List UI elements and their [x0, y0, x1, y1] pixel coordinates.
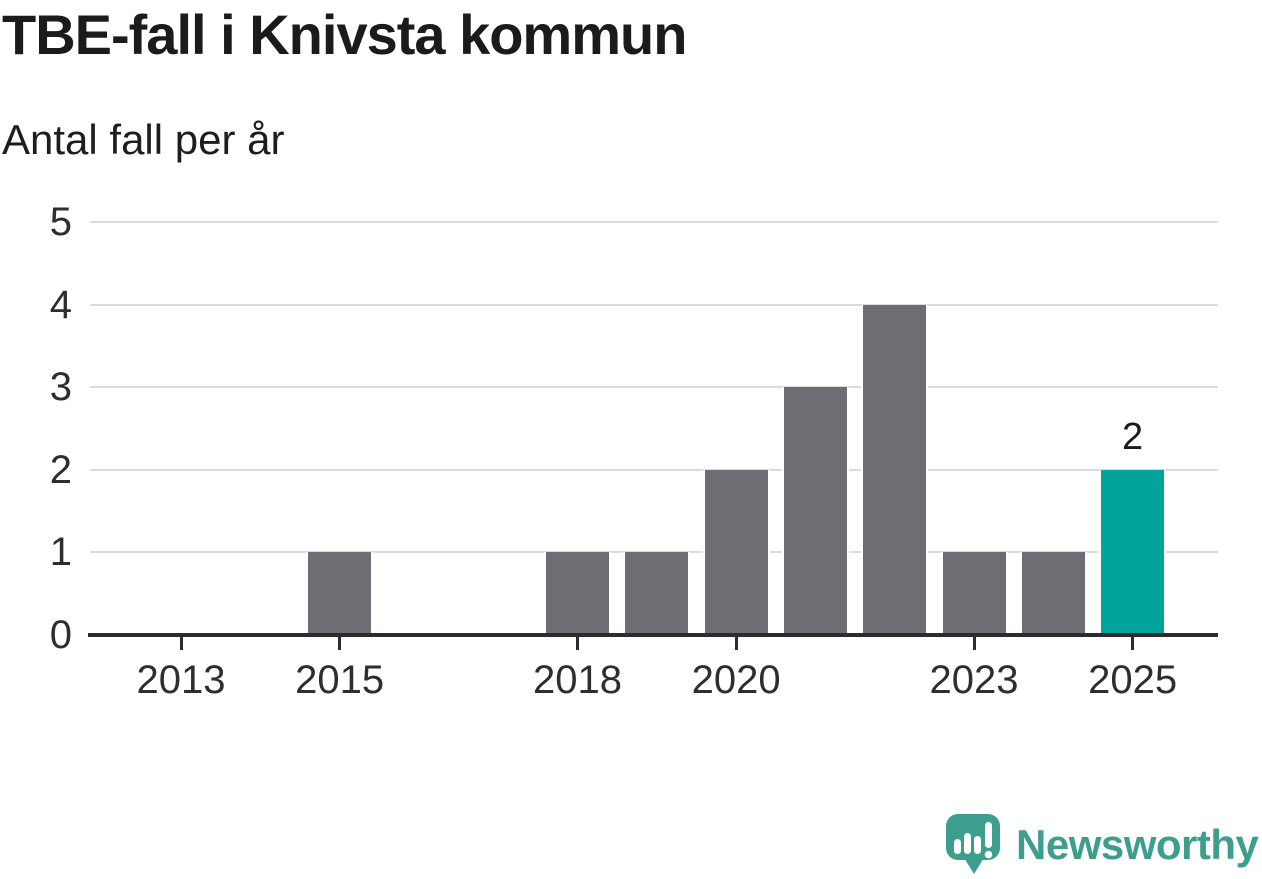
- x-axis-tick-2020: [734, 637, 738, 650]
- y-axis-tick-label: 5: [49, 200, 72, 244]
- gridline-y-5: [90, 221, 1218, 223]
- x-axis-tick-label: 2013: [136, 658, 226, 702]
- x-axis-tick-2013: [179, 637, 183, 650]
- bar-value-label: 2: [1122, 415, 1144, 458]
- y-axis-tick-label: 4: [49, 282, 72, 327]
- x-axis-tick-2025: [1131, 637, 1135, 650]
- x-axis-tick-label: 2015: [295, 658, 385, 702]
- x-axis-line: [88, 633, 1218, 637]
- y-axis-tick-label: 2: [49, 447, 72, 492]
- newsworthy-logo-icon: [946, 814, 1000, 874]
- x-axis-tick-2018: [576, 637, 579, 650]
- gridline-y-3: [90, 386, 1218, 389]
- gridline-y-2: [90, 468, 1218, 471]
- x-axis-tick-2023: [972, 637, 976, 650]
- bar-2025-highlighted: [1099, 469, 1167, 635]
- bar-2021: [781, 387, 849, 635]
- bar-2022: [861, 304, 929, 635]
- bar-2023: [940, 552, 1008, 635]
- x-axis-tick-label: 2023: [929, 658, 1019, 702]
- brand-footer: Newsworthy: [946, 812, 1259, 878]
- bar-2024: [1019, 552, 1087, 635]
- x-axis-tick-label: 2020: [691, 658, 781, 702]
- bar-2018: [544, 552, 611, 635]
- bar-2019: [623, 552, 691, 635]
- brand-name: Newsworthy: [1016, 821, 1259, 868]
- gridline-y-4: [90, 303, 1218, 306]
- chart-subtitle: Antal fall per år: [2, 116, 285, 163]
- bar-2020: [702, 469, 770, 635]
- x-axis-tick-label: 2025: [1088, 658, 1178, 702]
- chart-title: TBE-fall i Knivsta kommun: [2, 3, 687, 66]
- y-axis-tick-label: 0: [49, 613, 72, 657]
- x-axis-tick-label: 2018: [533, 658, 622, 702]
- x-axis-tick-2015: [338, 637, 342, 650]
- y-axis-tick-label: 1: [49, 530, 72, 575]
- y-axis-tick-label: 3: [49, 365, 72, 410]
- bar-2015: [306, 552, 374, 635]
